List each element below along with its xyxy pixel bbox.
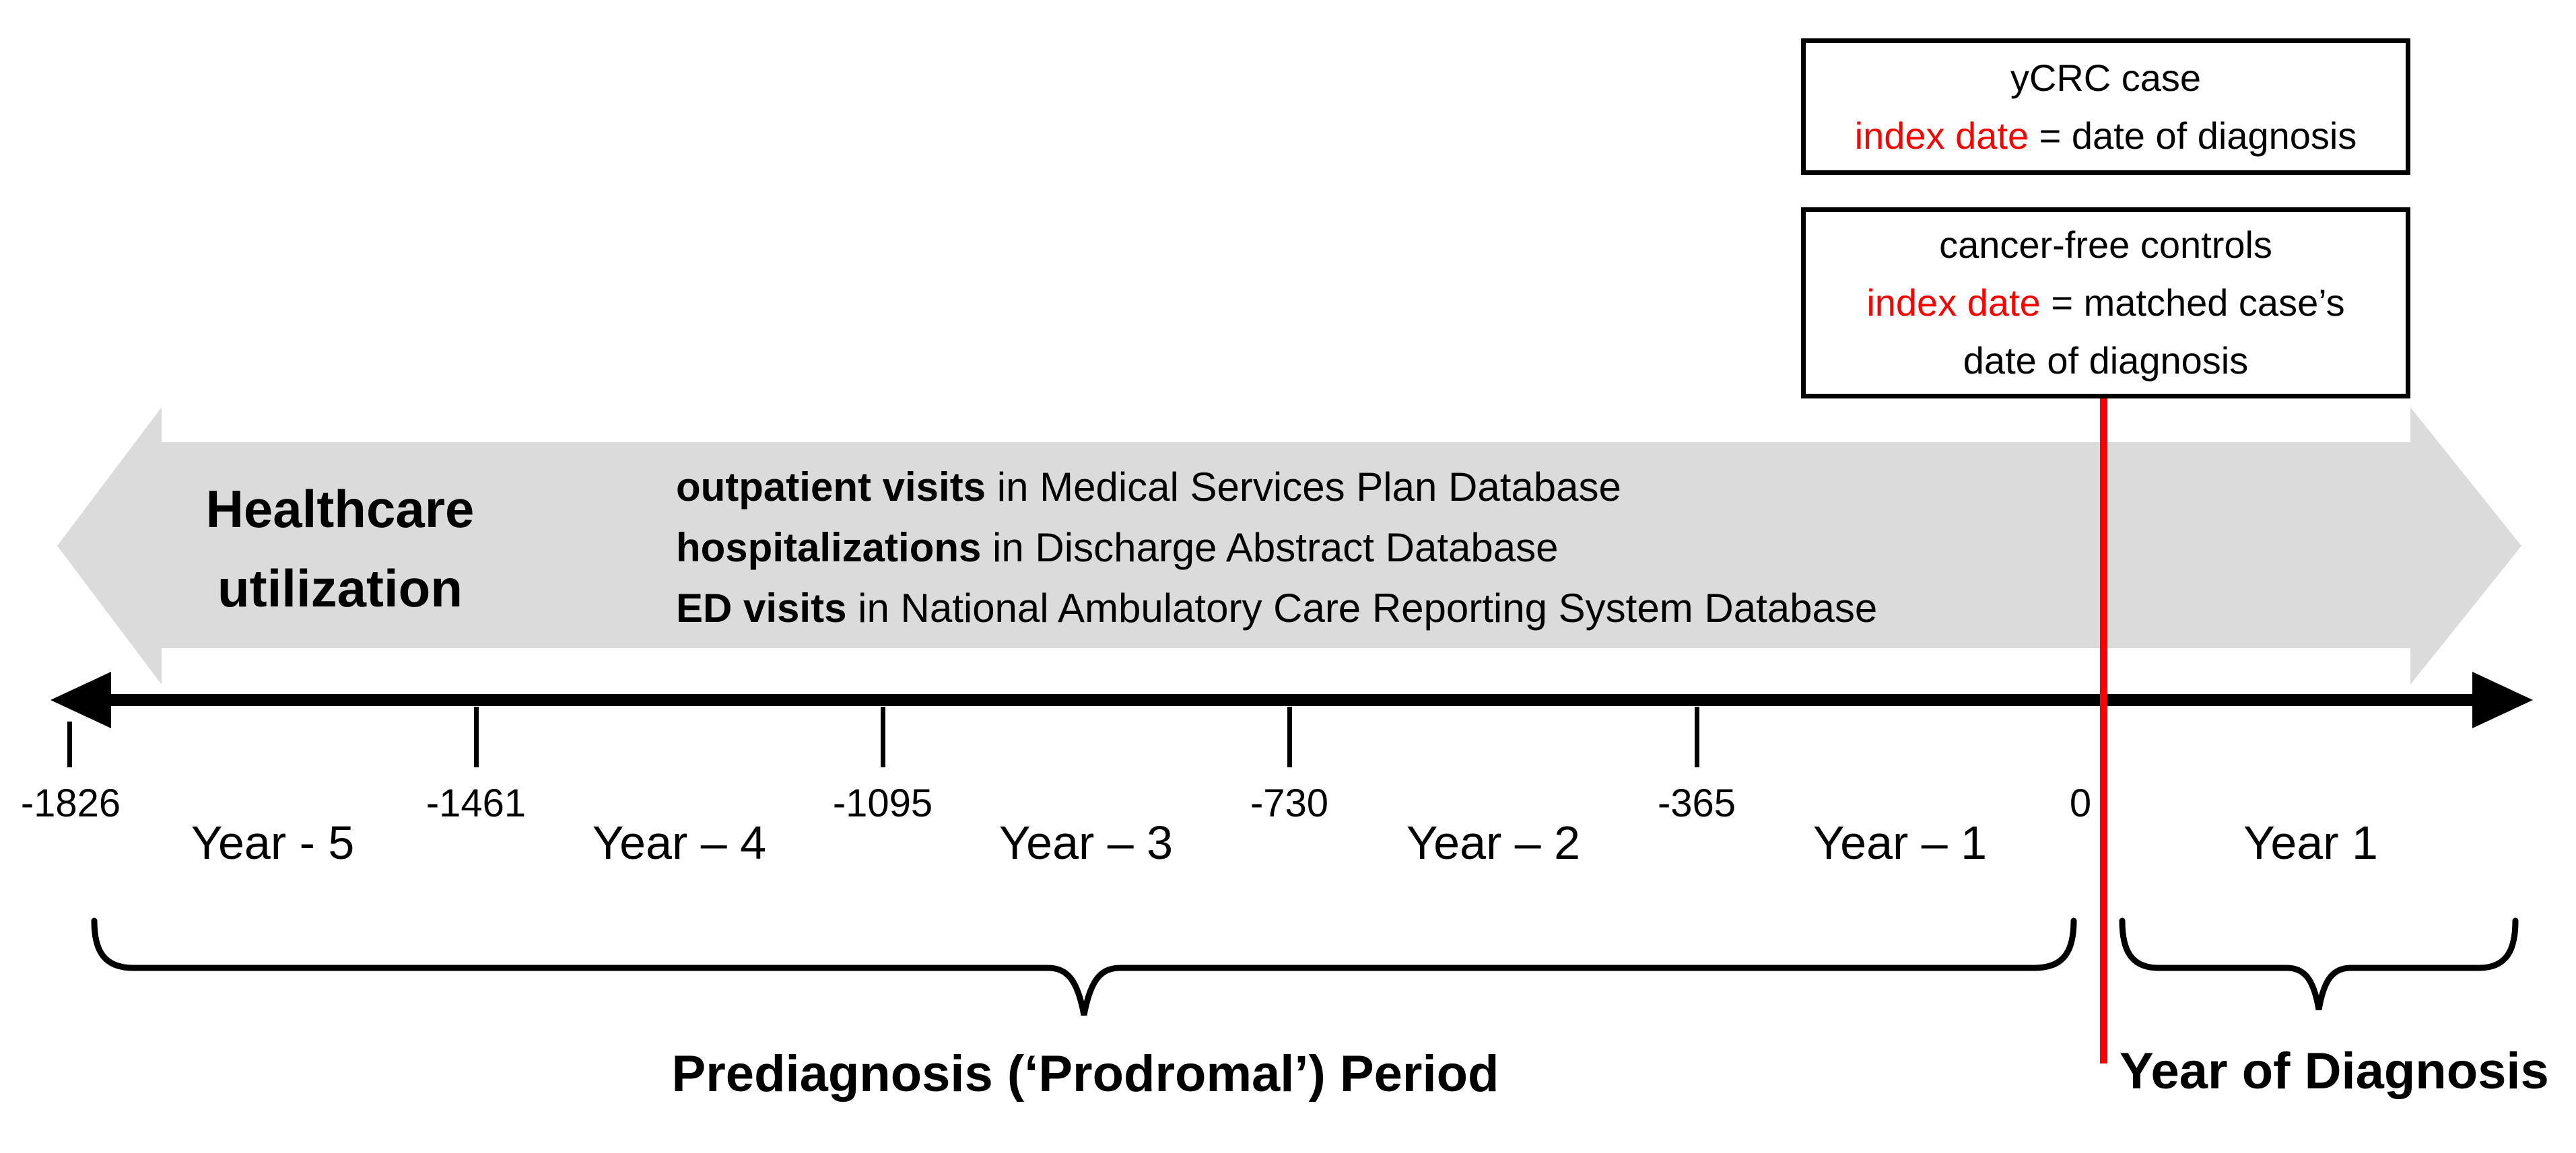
year-label-minus-5: Year - 5 xyxy=(191,816,355,869)
healthcare-utilization-label: Healthcare utilization xyxy=(71,469,609,628)
prediagnosis-period-label: Prediagnosis (‘Prodromal’) Period xyxy=(671,1045,1499,1103)
controls-index-date-definition: = matched case’s xyxy=(2040,281,2345,324)
year-label-minus-4: Year – 4 xyxy=(592,816,767,869)
year-of-diagnosis-label: Year of Diagnosis xyxy=(2120,1043,2549,1100)
year-of-diagnosis-brace xyxy=(2119,917,2519,1010)
timeline-left-arrowhead xyxy=(50,672,111,728)
ycrc-case-definition: index date = date of diagnosis xyxy=(1855,107,2357,165)
controls-box: cancer-free controls index date = matche… xyxy=(1801,207,2410,398)
tick-mark xyxy=(881,707,885,767)
prediagnosis-period-brace xyxy=(91,917,2077,1016)
tick-label-minus-1095: -1095 xyxy=(832,781,933,825)
healthcare-utilization-arrow-shape xyxy=(57,407,2521,685)
year-label-minus-2: Year – 2 xyxy=(1406,816,1581,869)
tick-label-minus-1826: -1826 xyxy=(20,781,121,825)
hospitalizations-source: in Discharge Abstract Database xyxy=(981,525,1559,570)
data-source-lines: outpatient visits in Medical Services Pl… xyxy=(676,457,1877,639)
ycrc-case-box: yCRC case index date = date of diagnosis xyxy=(1801,38,2410,175)
ed-visits-source: in National Ambulatory Care Reporting Sy… xyxy=(846,586,1878,631)
ycrc-case-title: yCRC case xyxy=(2010,56,2202,99)
ed-visits-line: ED visits in National Ambulatory Care Re… xyxy=(676,578,1877,639)
hospitalizations-line: hospitalizations in Discharge Abstract D… xyxy=(676,518,1877,578)
tick-mark xyxy=(1695,707,1699,767)
tick-label-minus-1461: -1461 xyxy=(426,781,527,825)
controls-index-date-label: index date xyxy=(1866,281,2041,324)
ycrc-index-date-definition: = date of diagnosis xyxy=(2029,114,2357,157)
outpatient-visits-line: outpatient visits in Medical Services Pl… xyxy=(676,457,1877,518)
controls-definition-line2: date of diagnosis xyxy=(1963,339,2249,382)
ed-visits-term: ED visits xyxy=(676,586,847,631)
healthcare-utilization-line2: utilization xyxy=(217,559,463,618)
timeline-axis-shaft xyxy=(74,694,2501,706)
index-date-line xyxy=(2100,398,2107,1063)
year-label-minus-1: Year – 1 xyxy=(1812,816,1988,869)
hospitalizations-term: hospitalizations xyxy=(676,525,982,570)
tick-label-minus-730: -730 xyxy=(1250,781,1329,825)
tick-label-minus-365: -365 xyxy=(1657,781,1736,825)
controls-definition-line1: index date = matched case’s xyxy=(1866,274,2344,332)
year-label-minus-3: Year – 3 xyxy=(998,816,1174,869)
tick-mark xyxy=(474,707,479,767)
outpatient-visits-source: in Medical Services Plan Database xyxy=(986,464,1621,510)
ycrc-index-date-label: index date xyxy=(1854,114,2029,157)
timeline-right-arrowhead xyxy=(2472,672,2533,728)
outpatient-visits-term: outpatient visits xyxy=(676,464,986,510)
controls-title: cancer-free controls xyxy=(1939,223,2272,266)
tick-label-zero: 0 xyxy=(2069,781,2092,825)
tick-mark xyxy=(1287,707,1292,767)
year-label-plus-1: Year 1 xyxy=(2243,816,2378,869)
healthcare-utilization-line1: Healthcare xyxy=(205,479,475,538)
tick-mark xyxy=(67,722,72,767)
